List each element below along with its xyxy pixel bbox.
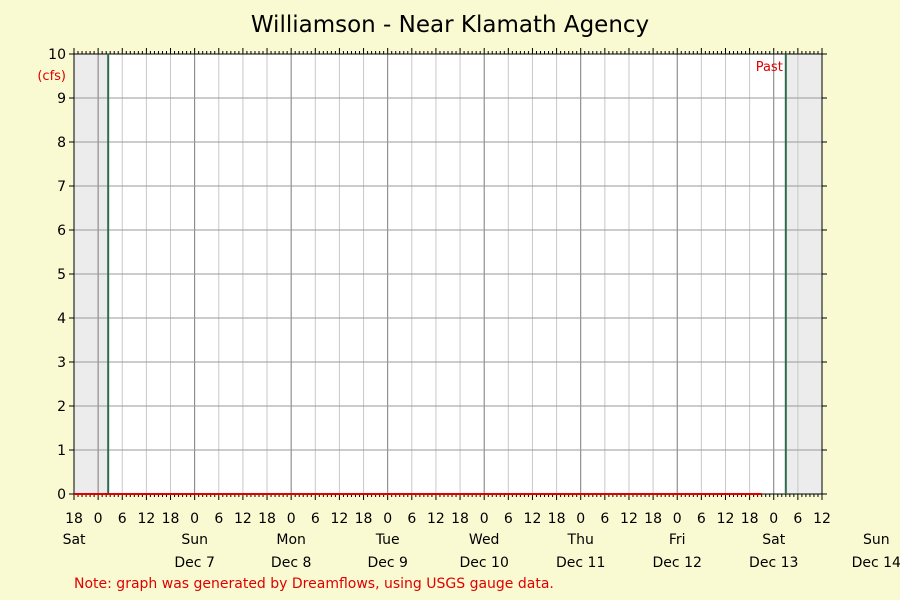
date-label: Dec 11 <box>556 555 605 571</box>
date-label: Dec 10 <box>460 555 509 571</box>
y-tick-label: 3 <box>57 355 66 371</box>
x-hour-label: 0 <box>480 511 489 527</box>
y-tick-label: 2 <box>57 399 66 415</box>
x-hour-label: 12 <box>331 511 349 527</box>
weekday-label: Sun <box>181 532 208 548</box>
y-tick-label: 10 <box>48 47 66 63</box>
x-hour-label: 6 <box>504 511 513 527</box>
y-tick-label: 8 <box>57 135 66 151</box>
x-hour-label: 12 <box>234 511 252 527</box>
date-label: Dec 7 <box>174 555 214 571</box>
x-hour-label: 0 <box>383 511 392 527</box>
y-tick-label: 6 <box>57 223 66 239</box>
weekday-label: Sun <box>863 532 890 548</box>
date-label: Dec 14 <box>852 555 900 571</box>
y-axis-label: (cfs) <box>37 69 66 84</box>
weekday-label: Tue <box>375 532 400 548</box>
x-hour-label: 18 <box>451 511 469 527</box>
x-hour-label: 6 <box>214 511 223 527</box>
date-label: Dec 12 <box>653 555 702 571</box>
x-hour-label: 6 <box>793 511 802 527</box>
x-hour-label: 18 <box>644 511 662 527</box>
y-tick-label: 4 <box>57 311 66 327</box>
y-tick-label: 9 <box>57 91 66 107</box>
x-hour-label: 18 <box>741 511 759 527</box>
date-label: Dec 13 <box>749 555 798 571</box>
y-tick-label: 0 <box>57 487 66 503</box>
y-tick-label: 7 <box>57 179 66 195</box>
x-hour-label: 6 <box>311 511 320 527</box>
footnote: Note: graph was generated by Dreamflows,… <box>74 576 554 592</box>
x-hour-label: 12 <box>524 511 542 527</box>
x-hour-label: 12 <box>427 511 445 527</box>
weekday-label: Sat <box>762 532 785 548</box>
past-label: Past <box>756 60 783 75</box>
x-hour-label: 18 <box>548 511 566 527</box>
x-hour-label: 6 <box>697 511 706 527</box>
date-label: Dec 9 <box>367 555 407 571</box>
weekday-label: Wed <box>469 532 500 548</box>
x-hour-label: 0 <box>769 511 778 527</box>
x-hour-label: 0 <box>673 511 682 527</box>
weekday-label: Fri <box>669 532 686 548</box>
x-hour-label: 18 <box>258 511 276 527</box>
x-hour-label: 6 <box>600 511 609 527</box>
x-hour-label: 18 <box>65 511 83 527</box>
weekday-label: Sat <box>63 532 86 548</box>
x-hour-label: 18 <box>162 511 180 527</box>
y-tick-label: 1 <box>57 443 66 459</box>
x-hour-label: 12 <box>717 511 735 527</box>
weekday-label: Mon <box>276 532 306 548</box>
x-hour-label: 12 <box>620 511 638 527</box>
x-hour-label: 0 <box>190 511 199 527</box>
date-label: Dec 8 <box>271 555 311 571</box>
weekday-label: Thu <box>567 532 594 548</box>
x-hour-label: 6 <box>407 511 416 527</box>
x-hour-label: 0 <box>94 511 103 527</box>
y-tick-label: 5 <box>57 267 66 283</box>
x-hour-label: 0 <box>576 511 585 527</box>
x-hour-label: 6 <box>118 511 127 527</box>
x-hour-label: 12 <box>813 511 831 527</box>
x-hour-label: 18 <box>355 511 373 527</box>
chart-title: Williamson - Near Klamath Agency <box>250 12 650 38</box>
x-hour-label: 0 <box>287 511 296 527</box>
x-hour-label: 12 <box>137 511 155 527</box>
